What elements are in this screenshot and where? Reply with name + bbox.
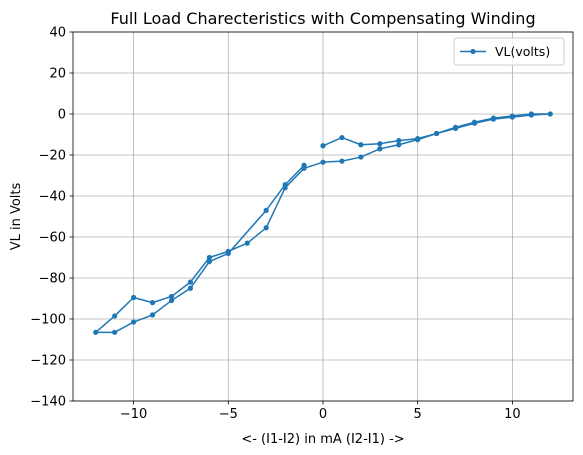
legend-box (453, 37, 565, 66)
data-point (206, 259, 212, 265)
data-point (509, 114, 515, 120)
data-point (452, 125, 459, 131)
data-point (263, 207, 269, 213)
data-point (471, 120, 478, 126)
data-point (377, 146, 383, 152)
legend: VL(volts) (453, 37, 565, 66)
data-point (187, 279, 194, 285)
data-point (490, 116, 497, 122)
data-point (528, 112, 534, 118)
data-point (131, 294, 137, 301)
data-point (168, 297, 175, 304)
data-point (149, 312, 156, 318)
y-tick-label: −60 (39, 231, 66, 246)
y-tick-label: −120 (30, 354, 66, 369)
data-point (358, 154, 364, 160)
legend-label: VL(volts) (495, 44, 550, 59)
data-point (301, 162, 307, 168)
x-tick-label: 5 (414, 407, 422, 422)
y-tick-label: −40 (39, 190, 66, 205)
data-point (547, 111, 553, 117)
chart-title: Full Load Charecteristics with Compensat… (110, 9, 535, 28)
x-tick-label: −10 (120, 407, 147, 422)
data-point (131, 319, 137, 325)
x-axis-title: <- (I1-I2) in mA (I2-I1) -> (241, 432, 404, 447)
y-tick-label: −100 (30, 313, 66, 328)
data-point (415, 137, 421, 143)
data-point (377, 141, 383, 147)
data-point (434, 130, 440, 137)
data-point (358, 142, 364, 148)
y-tick-label: −20 (39, 149, 66, 164)
y-tick-label: 40 (49, 26, 66, 41)
data-point (396, 142, 402, 148)
x-tick-label: 0 (319, 407, 327, 422)
x-tick-label: 10 (504, 407, 521, 422)
grid (73, 31, 573, 402)
series-layer (93, 111, 553, 335)
data-point (244, 240, 250, 246)
x-tick-label: −5 (219, 407, 238, 422)
data-point (93, 329, 99, 335)
data-point (263, 225, 269, 231)
data-point (112, 313, 118, 319)
data-point (339, 134, 345, 141)
data-point (149, 300, 156, 306)
data-point (225, 250, 231, 256)
data-point (396, 138, 402, 144)
axis-ticks: −10 −5 0 5 10 −140 −120 −100 −80 −60 −40 −20 0 20 40 (30, 26, 520, 423)
data-point (112, 329, 118, 335)
y-tick-label: 20 (49, 67, 66, 82)
data-point (339, 158, 345, 164)
y-tick-label: −80 (39, 272, 66, 287)
data-point (282, 182, 288, 188)
data-point (187, 285, 194, 291)
y-tick-label: 0 (58, 108, 66, 123)
data-point (320, 143, 326, 149)
y-axis-title: VL in Volts (9, 182, 24, 250)
legend-marker-swatch (470, 48, 476, 55)
data-point (168, 293, 175, 300)
y-tick-label: −140 (30, 395, 66, 410)
data-point (206, 254, 212, 261)
data-point (320, 159, 326, 165)
